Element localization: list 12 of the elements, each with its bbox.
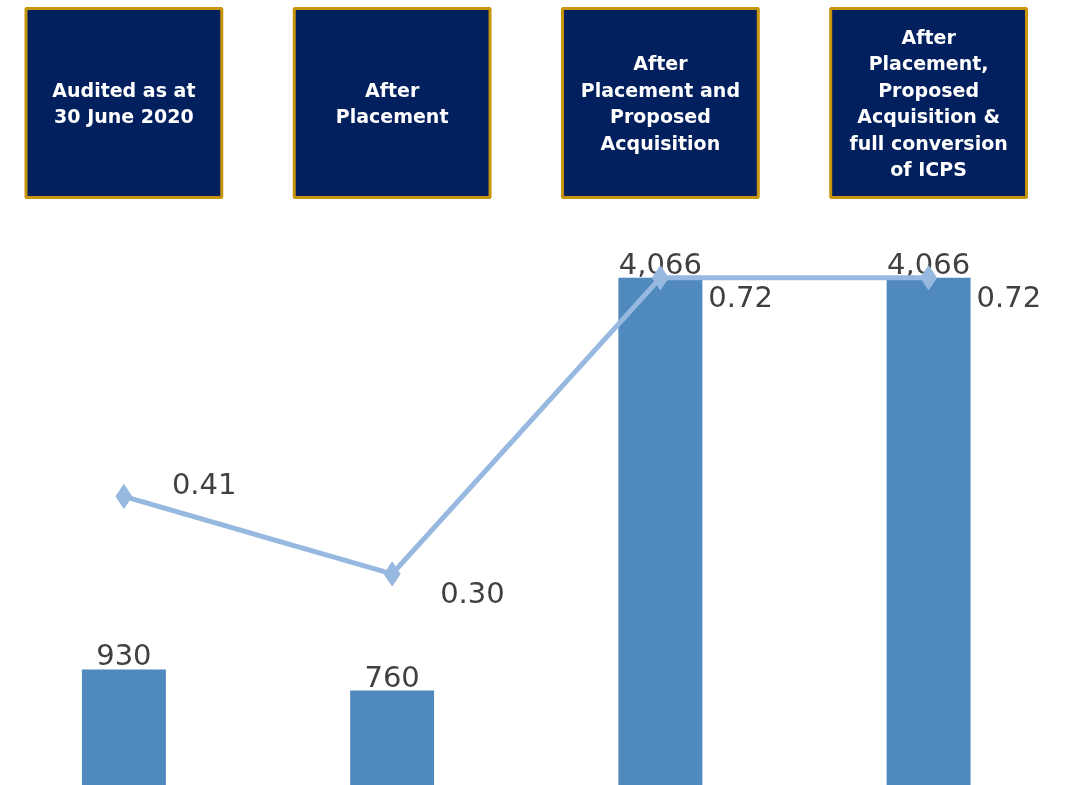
data-label: 0.72 [708,279,773,314]
x-tick-label: Audited as at 30 June 2020 [52,78,196,128]
data-label: 760 [364,659,420,694]
data-label: 0.72 [976,279,1042,314]
x-tick-label: After Placement, Proposed Acquisition & full conversion of ICPS [849,26,1008,180]
data-label: 930 [96,638,152,673]
data-label: 0.30 [440,575,505,610]
x-tick-label: After Placement and Proposed Acquisition [580,52,740,154]
data-label: 4,066 [618,246,702,281]
x-tick-label: After Placement [335,78,449,128]
data-label: 4,066 [887,246,971,281]
data-label: 0.41 [171,467,237,502]
